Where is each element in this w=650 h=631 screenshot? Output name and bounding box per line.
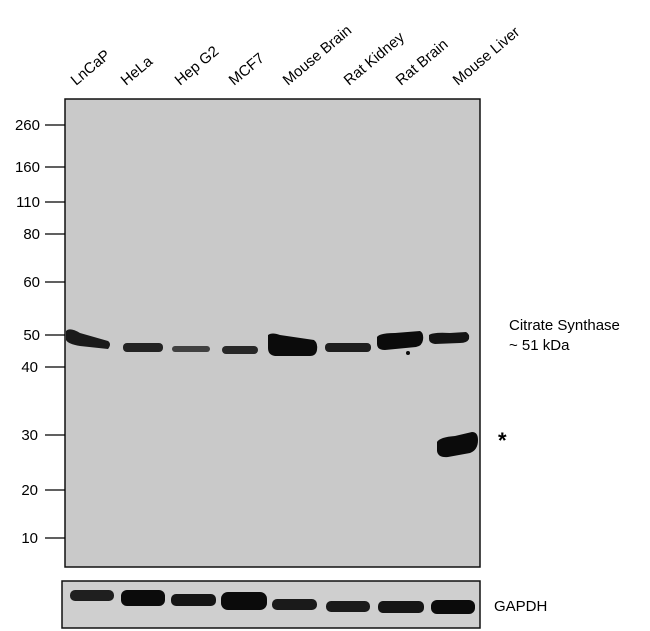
band-rat-kidney — [325, 343, 371, 352]
band-rat-brain-speck — [406, 351, 410, 355]
nonspecific-asterisk: * — [498, 428, 507, 453]
mw-ladder: 260 160 110 80 60 50 40 30 20 10 — [15, 117, 65, 547]
mw-label-40: 40 — [21, 359, 38, 376]
gapdh-band-mouse-brain — [272, 599, 317, 610]
band-lncap — [66, 329, 110, 349]
mw-label-110: 110 — [16, 194, 40, 211]
band-hepg2 — [172, 346, 210, 352]
gapdh-band-lncap — [70, 590, 114, 601]
target-size-label: ~ 51 kDa — [509, 337, 570, 354]
gapdh-band-mouse-liver — [431, 600, 475, 614]
gapdh-bands — [70, 590, 475, 614]
band-hela — [123, 343, 163, 352]
mw-label-30: 30 — [21, 427, 38, 444]
band-mouse-liver — [429, 332, 470, 344]
band-mcf7 — [222, 346, 258, 354]
lane-label-lncap: LnCaP — [68, 47, 114, 90]
gapdh-band-hela — [121, 590, 165, 606]
target-bands — [66, 329, 478, 458]
mw-label-10: 10 — [21, 530, 38, 547]
gapdh-band-rat-brain — [378, 601, 424, 613]
mw-label-160: 160 — [15, 159, 40, 176]
lane-label-hela: HeLa — [118, 53, 157, 89]
lane-label-mouse-liver: Mouse Liver — [450, 24, 524, 90]
lane-labels: LnCaP HeLa Hep G2 MCF7 Mouse Brain Rat K… — [68, 22, 524, 89]
target-name-label: Citrate Synthase — [509, 317, 620, 334]
gapdh-label: GAPDH — [494, 598, 547, 615]
gapdh-band-mcf7 — [221, 592, 267, 610]
lane-label-mcf7: MCF7 — [226, 50, 268, 89]
band-rat-brain — [377, 331, 424, 350]
lane-label-hepg2: Hep G2 — [172, 43, 223, 89]
mw-label-80: 80 — [23, 226, 40, 243]
mw-label-260: 260 — [15, 117, 40, 134]
band-mouse-liver-nonspecific — [437, 432, 478, 458]
gapdh-band-rat-kidney — [326, 601, 370, 612]
mw-label-60: 60 — [23, 274, 40, 291]
gapdh-band-hepg2 — [171, 594, 216, 606]
band-mouse-brain — [268, 333, 318, 356]
mw-label-20: 20 — [21, 482, 38, 499]
mw-label-50: 50 — [23, 327, 40, 344]
